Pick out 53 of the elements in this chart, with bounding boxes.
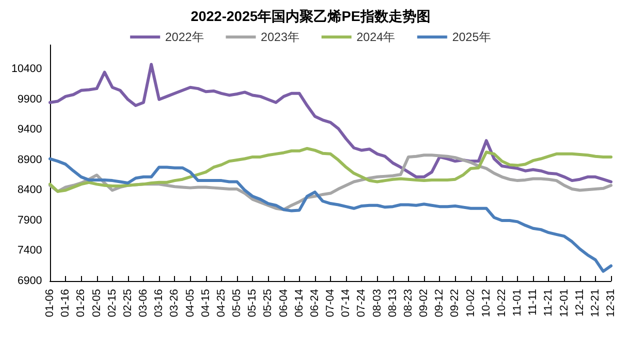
y-tick-label: 9900 <box>18 93 42 106</box>
x-tick-label: 11-11 <box>527 289 540 316</box>
x-tick-label: 12-11 <box>574 289 586 316</box>
x-tick-label: 04-15 <box>200 289 212 318</box>
x-tick-label: 08-13 <box>386 289 399 318</box>
x-tick-label: 11-21 <box>542 289 555 316</box>
x-tick-label: 12-01 <box>558 289 570 318</box>
x-tick-label: 08-23 <box>402 289 414 318</box>
x-tick-label: 12-31 <box>605 289 617 318</box>
legend-label: 2022年 <box>165 30 204 44</box>
x-tick-label: 02-25 <box>122 289 134 318</box>
line-series <box>48 62 612 184</box>
line-series <box>48 146 612 193</box>
legend-label: 2025年 <box>452 30 491 44</box>
x-tick-label: 03-16 <box>153 289 166 318</box>
x-tick-label: 10-12 <box>480 289 492 318</box>
x-tick-label: 01-06 <box>44 289 56 318</box>
x-tick-label: 10-22 <box>496 289 508 318</box>
legend-label: 2024年 <box>356 30 396 44</box>
x-tick-label: 08-03 <box>371 289 384 318</box>
x-tick-label: 02-05 <box>90 289 103 318</box>
x-tick-label: 04-05 <box>184 289 196 318</box>
y-tick-label: 8900 <box>18 154 42 166</box>
x-tick-label: 09-02 <box>418 289 430 318</box>
x-tick-label: 06-24 <box>308 289 321 318</box>
y-tick-label: 7400 <box>18 244 42 257</box>
x-tick-label: 10-02 <box>464 289 477 318</box>
x-tick-label: 03-06 <box>138 289 150 318</box>
legend-label: 2023年 <box>260 30 300 44</box>
x-tick-label: 06-04 <box>278 289 290 318</box>
x-tick-label: 09-12 <box>434 289 446 318</box>
x-tick-label: 05-15 <box>246 289 259 318</box>
x-tick-label: 07-04 <box>324 289 336 318</box>
y-tick-label: 8400 <box>18 184 42 196</box>
y-tick-label: 7900 <box>18 214 42 226</box>
x-tick-label: 03-26 <box>168 289 181 318</box>
x-tick-label: 07-14 <box>340 289 352 318</box>
x-tick-label: 09-22 <box>449 289 462 318</box>
x-tick-label: 11-01 <box>512 289 524 316</box>
y-tick-label: 6900 <box>18 275 42 287</box>
y-tick-label: 10400 <box>11 63 42 76</box>
line-series <box>48 157 612 273</box>
x-tick-label: 02-15 <box>106 289 118 318</box>
x-tick-label: 12-21 <box>589 289 602 318</box>
x-tick-label: 01-16 <box>60 289 72 318</box>
x-tick-label: 04-25 <box>215 289 228 318</box>
x-tick-label: 06-14 <box>293 289 306 318</box>
x-tick-label: 07-24 <box>356 289 368 318</box>
x-tick-label: 05-05 <box>231 289 243 318</box>
y-tick-label: 9400 <box>18 124 42 136</box>
x-tick-label: 01-26 <box>75 289 88 318</box>
x-tick-label: 05-25 <box>262 289 274 318</box>
chart-title: 2022-2025年国内聚乙烯PE指数走势图 <box>190 8 430 24</box>
